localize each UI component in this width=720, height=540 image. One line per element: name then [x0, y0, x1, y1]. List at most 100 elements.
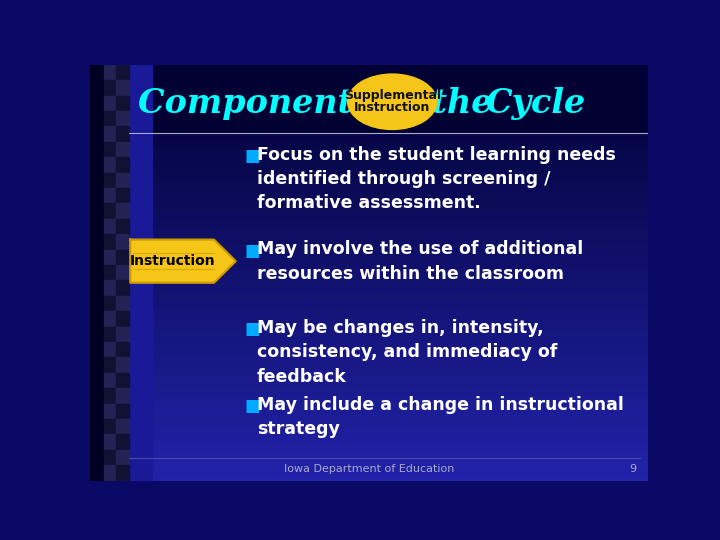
Bar: [113, 90, 648, 94]
Bar: [113, 277, 648, 282]
Bar: [104, 65, 117, 80]
Bar: [113, 352, 648, 356]
Bar: [113, 65, 648, 70]
Bar: [117, 80, 129, 96]
Bar: [117, 126, 129, 142]
Bar: [113, 447, 648, 453]
Bar: [113, 414, 648, 419]
Bar: [104, 96, 117, 111]
Bar: [113, 73, 648, 78]
Bar: [113, 397, 648, 402]
Bar: [117, 496, 129, 511]
Bar: [113, 310, 648, 315]
Bar: [113, 140, 648, 145]
Bar: [104, 511, 117, 527]
Text: Instruction: Instruction: [130, 254, 215, 268]
Bar: [104, 327, 117, 342]
Text: ■: ■: [245, 242, 261, 260]
Text: May be changes in, intensity,
consistency, and immediacy of
feedback: May be changes in, intensity, consistenc…: [256, 319, 557, 386]
Bar: [117, 96, 129, 111]
Bar: [104, 249, 117, 265]
Bar: [113, 456, 648, 461]
Bar: [104, 111, 117, 126]
Bar: [113, 327, 648, 332]
Text: May include a change in instructional
strategy: May include a change in instructional st…: [256, 396, 624, 438]
Bar: [113, 294, 648, 299]
Bar: [104, 373, 117, 388]
Bar: [113, 443, 648, 448]
Bar: [104, 311, 117, 327]
Bar: [129, 65, 648, 132]
Bar: [113, 410, 648, 415]
Bar: [113, 335, 648, 340]
Bar: [104, 234, 117, 249]
Bar: [104, 80, 117, 96]
Bar: [113, 168, 648, 174]
Bar: [113, 256, 648, 261]
Bar: [113, 144, 648, 149]
Bar: [113, 331, 648, 336]
Bar: [117, 157, 129, 173]
Text: Focus on the student learning needs
identified through screening /
formative ass: Focus on the student learning needs iden…: [256, 146, 616, 212]
Bar: [104, 450, 117, 465]
Text: Supplemental: Supplemental: [343, 89, 441, 102]
Bar: [113, 377, 648, 382]
Bar: [117, 327, 129, 342]
Bar: [113, 348, 648, 353]
Bar: [117, 373, 129, 388]
Bar: [117, 511, 129, 527]
Bar: [90, 65, 104, 481]
Text: Components of the: Components of the: [138, 87, 492, 120]
Bar: [113, 131, 648, 136]
Bar: [113, 289, 648, 294]
Bar: [113, 102, 648, 107]
Bar: [113, 356, 648, 361]
Bar: [113, 319, 648, 323]
Bar: [117, 111, 129, 126]
Text: Iowa Department of Education: Iowa Department of Education: [284, 464, 454, 474]
Bar: [113, 451, 648, 456]
Bar: [113, 435, 648, 440]
Bar: [113, 239, 648, 245]
Bar: [104, 357, 117, 373]
Bar: [113, 69, 648, 74]
Bar: [117, 204, 129, 219]
Bar: [113, 190, 648, 194]
Bar: [104, 219, 117, 234]
Bar: [104, 157, 117, 173]
Bar: [113, 343, 648, 348]
Bar: [113, 235, 648, 240]
Bar: [113, 231, 648, 236]
Bar: [113, 173, 648, 178]
Bar: [113, 206, 648, 211]
Bar: [113, 385, 648, 390]
Bar: [113, 381, 648, 386]
Bar: [113, 94, 648, 99]
Bar: [113, 460, 648, 465]
Bar: [113, 302, 648, 307]
Bar: [113, 393, 648, 398]
Text: ■: ■: [245, 147, 261, 165]
Bar: [129, 65, 152, 481]
Text: ■: ■: [245, 397, 261, 415]
Bar: [104, 496, 117, 511]
Bar: [104, 403, 117, 419]
Bar: [117, 188, 129, 204]
Bar: [113, 339, 648, 344]
Bar: [117, 280, 129, 296]
Bar: [113, 281, 648, 286]
Bar: [113, 265, 648, 269]
Bar: [113, 368, 648, 373]
Bar: [113, 106, 648, 111]
Bar: [113, 177, 648, 182]
Text: Instruction: Instruction: [354, 102, 431, 114]
Bar: [117, 481, 129, 496]
Bar: [113, 165, 648, 170]
Bar: [117, 419, 129, 434]
Bar: [113, 114, 648, 120]
Bar: [104, 265, 117, 280]
Bar: [113, 322, 648, 328]
Bar: [104, 388, 117, 403]
Bar: [117, 465, 129, 481]
Bar: [113, 422, 648, 427]
